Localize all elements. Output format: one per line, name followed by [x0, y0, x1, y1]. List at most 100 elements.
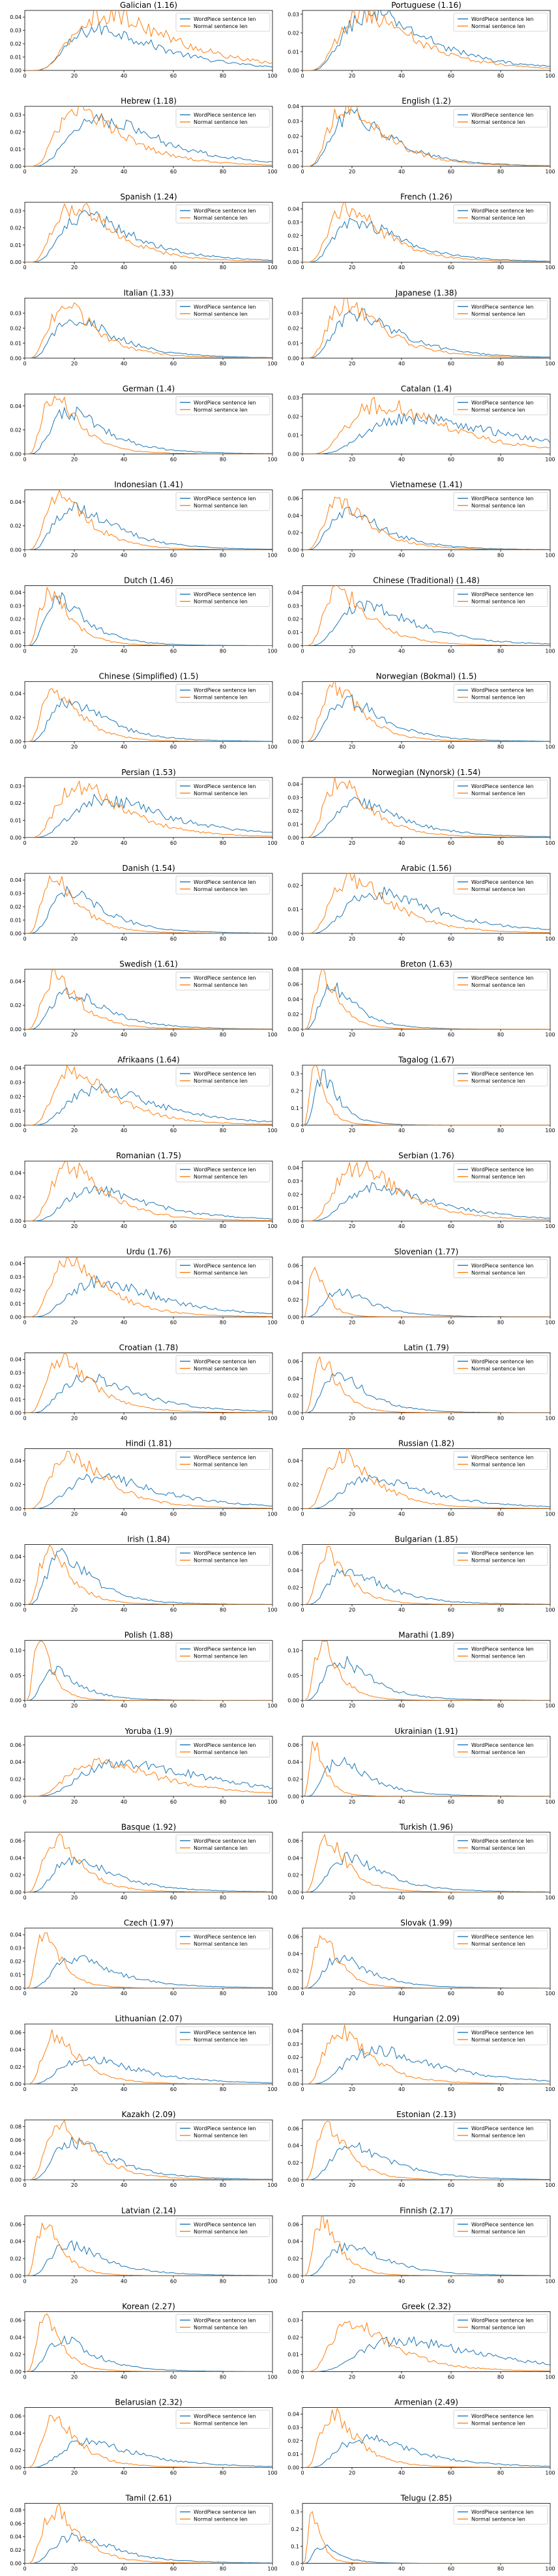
subplot-50: Greek (2.32) 0 20 40 60 80 100 0.00 0.01 0.02 0.03… [287, 2302, 555, 2380]
x-tick-label: 60 [448, 744, 454, 750]
legend-label: Normal sentence len [471, 503, 525, 509]
series-wordpiece-line [302, 10, 550, 70]
legend-label: WordPiece sentence len [471, 1358, 534, 1364]
y-tick-label: 0.00 [287, 643, 299, 649]
series-normal-line [302, 873, 550, 933]
x-tick-label: 60 [448, 1415, 454, 1421]
subplot-title: Vietnamese (1.41) [390, 480, 463, 490]
x-tick-label: 60 [448, 169, 454, 175]
y-tick-label: 0.00 [287, 1218, 299, 1224]
y-tick-label: 0.02 [287, 134, 299, 139]
y-tick-label: 0.01 [10, 242, 22, 248]
x-tick-label: 80 [497, 2182, 504, 2188]
x-tick-label: 40 [121, 1319, 127, 1325]
axes-frame [302, 777, 551, 838]
subplot-title: Chinese (Simplified) (1.5) [99, 672, 199, 681]
x-tick-label: 20 [349, 456, 355, 462]
subplot-title: Croatian (1.78) [119, 1343, 179, 1352]
x-tick-label: 20 [71, 840, 78, 846]
y-tick-label: 0.04 [287, 1951, 299, 1957]
subplot-6: French (1.26) 0 20 40 60 80 100 0.00 0.01 0.02 0.0… [287, 192, 555, 271]
legend-label: WordPiece sentence len [194, 1742, 256, 1748]
x-tick-label: 40 [121, 1512, 127, 1517]
x-tick-label: 20 [349, 2182, 355, 2188]
axes-frame [24, 1352, 273, 1413]
y-tick-label: 0.04 [10, 14, 22, 20]
series-normal-line [302, 1834, 550, 1892]
x-tick-label: 100 [545, 2470, 555, 2476]
x-tick-label: 20 [349, 1032, 355, 1038]
x-tick-label: 60 [448, 1991, 454, 1997]
x-tick-label: 60 [448, 265, 454, 271]
y-tick-label: 0.3 [291, 2510, 299, 2515]
y-tick-label: 0.02 [287, 2160, 299, 2166]
y-tick-label: 0.1 [291, 1105, 299, 1111]
legend-label: WordPiece sentence len [194, 304, 256, 310]
x-tick-label: 80 [220, 1223, 226, 1229]
series-wordpiece-line [25, 2335, 272, 2372]
legend-label: WordPiece sentence len [194, 2221, 256, 2227]
y-tick-label: 0.04 [287, 513, 299, 519]
y-tick-label: 0.04 [287, 997, 299, 1003]
y-tick-label: 0.01 [287, 2452, 299, 2457]
legend-label: Normal sentence len [194, 311, 248, 317]
series-normal-line [302, 1935, 550, 1988]
series-normal-line [25, 2503, 272, 2564]
legend-label: WordPiece sentence len [471, 688, 534, 694]
x-tick-label: 80 [497, 1512, 504, 1517]
x-tick-label: 80 [220, 936, 226, 942]
x-tick-label: 60 [170, 840, 177, 846]
x-tick-label: 80 [220, 360, 226, 366]
series-wordpiece-line [25, 209, 272, 263]
legend-label: WordPiece sentence len [194, 112, 256, 118]
y-tick-label: 0.2 [291, 1089, 299, 1094]
legend-label: WordPiece sentence len [194, 2510, 256, 2515]
x-tick-label: 40 [121, 169, 127, 175]
y-tick-label: 0.02 [10, 1959, 22, 1965]
legend-label: WordPiece sentence len [471, 1742, 534, 1748]
x-tick-label: 0 [23, 1415, 26, 1421]
series-wordpiece-line [302, 694, 550, 742]
series-normal-line [25, 969, 272, 1029]
series-wordpiece-line [302, 600, 550, 646]
legend-label: WordPiece sentence len [471, 592, 534, 598]
subplot-title: Finnish (2.17) [400, 2206, 453, 2215]
series-normal-line [25, 1641, 272, 1701]
x-tick-label: 80 [497, 265, 504, 271]
x-tick-label: 40 [121, 1607, 127, 1613]
y-tick-label: 0.04 [10, 978, 22, 984]
series-wordpiece-line [25, 1856, 272, 1892]
x-tick-label: 20 [71, 1319, 78, 1325]
y-tick-label: 0.03 [287, 2425, 299, 2431]
y-tick-label: 0.02 [287, 1969, 299, 1974]
x-tick-label: 20 [349, 1607, 355, 1613]
legend-label: WordPiece sentence len [194, 688, 256, 694]
y-tick-label: 0.06 [287, 2221, 299, 2227]
y-tick-label: 0.04 [287, 1376, 299, 1382]
legend-label: WordPiece sentence len [471, 1455, 534, 1461]
y-tick-label: 0.05 [10, 1673, 22, 1678]
y-tick-label: 0.04 [287, 206, 299, 212]
x-tick-label: 100 [267, 73, 277, 79]
x-tick-label: 0 [301, 456, 304, 462]
y-tick-label: 0.0 [291, 2561, 299, 2567]
y-tick-label: 0.03 [10, 28, 22, 34]
axes-frame [24, 10, 273, 71]
subplot-39: Basque (1.92) 0 20 40 60 80 100 0.00 0.02 0.04 0.0… [10, 1822, 277, 1901]
x-tick-label: 60 [170, 2470, 177, 2476]
y-tick-label: 0.06 [10, 2137, 22, 2143]
x-tick-label: 100 [267, 744, 277, 750]
subplot-21: Swedish (1.61) 0 20 40 60 80 100 0.00 0.02 0.04 Wo… [10, 959, 277, 1038]
legend-label: WordPiece sentence len [194, 2317, 256, 2323]
x-tick-label: 40 [121, 2086, 127, 2092]
x-tick-label: 40 [121, 2470, 127, 2476]
subplot-17: Persian (1.53) 0 20 40 60 80 100 0.00 0.01 0.02 0.… [10, 768, 277, 846]
x-tick-label: 40 [398, 73, 405, 79]
y-tick-label: 0.02 [10, 2064, 22, 2070]
subplot-51: Belarusian (2.32) 0 20 40 60 80 100 0.00 0.02 0.0… [10, 2398, 277, 2476]
legend-label: WordPiece sentence len [194, 783, 256, 789]
